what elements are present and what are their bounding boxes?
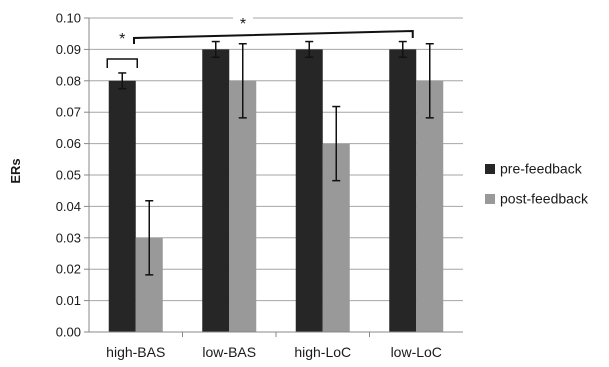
significance-label-bg [114, 26, 131, 46]
bars [108, 49, 444, 333]
y-tick-label: 0.03 [56, 230, 81, 245]
significance-label-bg [233, 10, 253, 28]
y-tick-label: 0.00 [56, 325, 81, 340]
y-tick-label: 0.10 [56, 11, 81, 26]
error-bars [118, 40, 434, 276]
significance-star: * [240, 16, 246, 33]
y-tick-label: 0.01 [56, 293, 81, 308]
y-tick-label: 0.09 [56, 42, 81, 57]
x-tick-label: high-LoC [294, 344, 351, 360]
legend: pre-feedback post-feedback [485, 161, 589, 207]
y-tick-label: 0.04 [56, 199, 81, 214]
significance-brackets: ** [106, 10, 414, 68]
significance-bracket-high-BAS [106, 58, 138, 68]
x-tick-label: low-LoC [391, 344, 442, 360]
x-tick-label: low-BAS [202, 344, 256, 360]
bar-post-feedback-low-LoC [416, 80, 444, 332]
x-tick-labels: high-BAS low-BAS high-LoC low-LoC [106, 332, 442, 360]
legend-swatch-pre-feedback [485, 164, 495, 174]
significance-star: * [119, 31, 125, 48]
y-tick-label: 0.06 [56, 136, 81, 151]
bar-post-feedback-low-BAS [229, 80, 257, 332]
bar-pre-feedback-high-BAS [108, 80, 136, 332]
legend-swatch-post-feedback [485, 194, 495, 204]
y-tick-label: 0.08 [56, 73, 81, 88]
significance-bracket-across [133, 29, 414, 44]
legend-label-post-feedback: post-feedback [500, 191, 589, 207]
y-tick-label: 0.05 [56, 168, 81, 183]
bar-pre-feedback-low-LoC [389, 49, 417, 333]
legend-label-pre-feedback: pre-feedback [500, 161, 583, 177]
y-axis-title: ERs [8, 158, 23, 183]
x-tick-label: high-BAS [106, 344, 165, 360]
y-tick-label: 0.02 [56, 262, 81, 277]
axes [84, 18, 463, 333]
y-tick-label: 0.07 [56, 105, 81, 120]
y-tick-labels: 0.00 0.01 0.02 0.03 0.04 0.05 0.06 0.07 0.08 0.09… [56, 11, 81, 340]
bar-pre-feedback-high-LoC [295, 49, 323, 333]
bar-pre-feedback-low-BAS [202, 49, 230, 333]
